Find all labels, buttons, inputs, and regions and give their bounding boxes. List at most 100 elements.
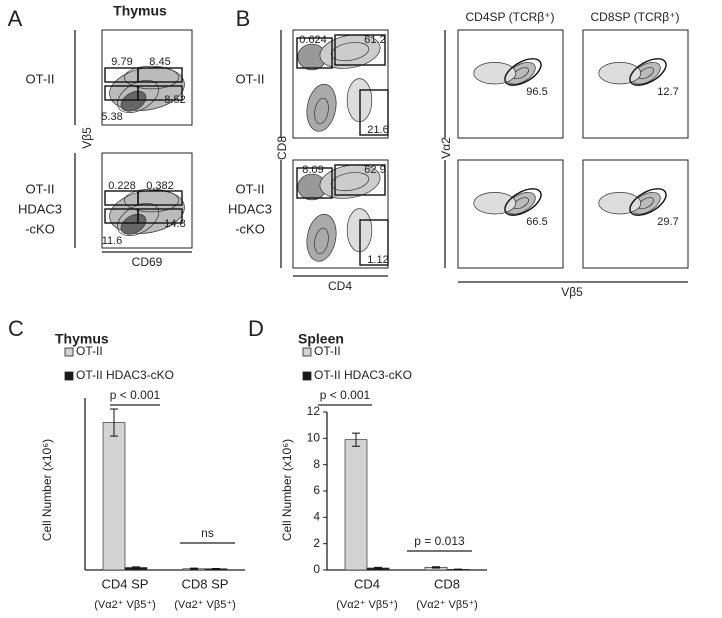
contour xyxy=(306,213,337,262)
error-bar xyxy=(374,566,382,570)
gate xyxy=(629,58,667,86)
gate-value: 0.228 xyxy=(108,180,136,192)
contour xyxy=(598,62,642,85)
error-bar xyxy=(432,566,440,569)
row-label: -cKO xyxy=(235,221,265,236)
gate xyxy=(359,219,389,266)
error-bar xyxy=(212,567,220,570)
gate-value: 11.6 xyxy=(102,235,123,247)
significance-label: ns xyxy=(201,526,214,540)
contour xyxy=(473,62,517,85)
y-tick-label: 0 xyxy=(313,562,320,576)
gate-value: 66.5 xyxy=(526,216,547,228)
legend-label: OT-II xyxy=(76,344,103,358)
contour xyxy=(598,192,642,215)
gate xyxy=(504,58,542,86)
gate-value: 96.5 xyxy=(526,86,547,98)
x-tick-label: CD8 SP xyxy=(182,576,229,591)
gate-value: 5.38 xyxy=(101,111,122,123)
gate xyxy=(334,34,386,66)
y-axis-label: Vβ5 xyxy=(80,127,94,149)
y-axis-label: Cell Number (x10⁶) xyxy=(40,439,54,541)
error-bar xyxy=(110,408,118,437)
x-tick-label: CD8 xyxy=(434,576,460,591)
gate-value: 62.9 xyxy=(364,164,385,176)
gate-value: 12.7 xyxy=(657,86,678,98)
flow-plot-frame xyxy=(457,29,564,139)
gate-value: 61.2 xyxy=(364,34,385,46)
significance-label: p < 0.001 xyxy=(110,388,161,402)
error-bar xyxy=(352,432,360,447)
error-bar xyxy=(132,566,140,569)
gate-value: 0.624 xyxy=(299,34,327,46)
panel-letter: A xyxy=(8,6,23,31)
contour xyxy=(314,97,329,125)
contour xyxy=(330,42,370,62)
gate-value: 0.382 xyxy=(146,180,174,192)
gate-value: 9.79 xyxy=(111,56,132,68)
significance-label: p = 0.013 xyxy=(414,534,465,548)
gate xyxy=(296,37,333,69)
y-tick-label: 4 xyxy=(313,510,320,524)
contour xyxy=(306,83,337,132)
x-tick-note: (Vα2⁺ Vβ5⁺) xyxy=(416,599,478,611)
row-label: HDAC3 xyxy=(228,201,272,216)
gate xyxy=(137,190,183,206)
gate xyxy=(296,167,333,199)
bar xyxy=(344,439,368,571)
legend-swatch xyxy=(302,371,312,381)
panel-letter: C xyxy=(8,316,24,341)
panel-title: Thymus xyxy=(113,3,167,19)
chart-title: Thymus xyxy=(55,331,109,347)
legend-swatch xyxy=(64,347,74,357)
x-axis-label: CD4 xyxy=(328,279,352,293)
x-tick-note: (Vα2⁺ Vβ5⁺) xyxy=(174,599,236,611)
y-axis-label: Cell Number (x10⁶) xyxy=(280,439,294,541)
bar xyxy=(102,422,126,571)
gate-value: 14.8 xyxy=(164,218,185,230)
legend-label: OT-II HDAC3-cKO xyxy=(314,368,412,382)
chart-title: Spleen xyxy=(298,331,344,347)
column-header: CD8SP (TCRβ⁺) xyxy=(590,10,679,24)
gate-value: 8.09 xyxy=(302,164,323,176)
gate xyxy=(504,188,542,216)
gate xyxy=(359,89,389,136)
contour xyxy=(330,172,370,192)
significance-label: p < 0.001 xyxy=(320,388,371,402)
legend-swatch xyxy=(64,371,74,381)
contour xyxy=(120,90,147,112)
contour xyxy=(314,227,329,255)
y-tick-label: 8 xyxy=(313,457,320,471)
contour xyxy=(120,213,147,235)
gate xyxy=(104,85,139,101)
gate-value: 29.7 xyxy=(657,216,678,228)
y-axis-label: Vα2 xyxy=(439,137,453,159)
legend-label: OT-II xyxy=(314,344,341,358)
x-tick-label: CD4 SP xyxy=(102,576,149,591)
gate xyxy=(104,208,139,224)
error-bar xyxy=(190,567,198,570)
row-label: HDAC3 xyxy=(18,201,62,216)
gate xyxy=(137,67,183,83)
legend-label: OT-II HDAC3-cKO xyxy=(76,368,174,382)
gate-value: 8.52 xyxy=(164,94,185,106)
contour xyxy=(473,192,517,215)
gate xyxy=(334,164,386,196)
error-bar xyxy=(454,568,462,571)
flow-plot-frame xyxy=(582,159,689,269)
panel-letter: D xyxy=(248,316,264,341)
row-label: OT-II xyxy=(236,181,265,196)
y-axis-label: CD8 xyxy=(275,136,289,160)
column-header: CD4SP (TCRβ⁺) xyxy=(465,10,554,24)
row-label: OT-II xyxy=(236,71,265,86)
legend-swatch xyxy=(302,347,312,357)
row-label: OT-II xyxy=(26,181,55,196)
y-tick-label: 6 xyxy=(313,483,320,497)
panel-letter: B xyxy=(236,6,251,31)
x-tick-label: CD4 xyxy=(354,576,380,591)
gate xyxy=(629,188,667,216)
x-axis-label: Vβ5 xyxy=(561,285,583,299)
x-tick-note: (Vα2⁺ Vβ5⁺) xyxy=(336,599,398,611)
gate-value: 1.12 xyxy=(367,254,388,266)
